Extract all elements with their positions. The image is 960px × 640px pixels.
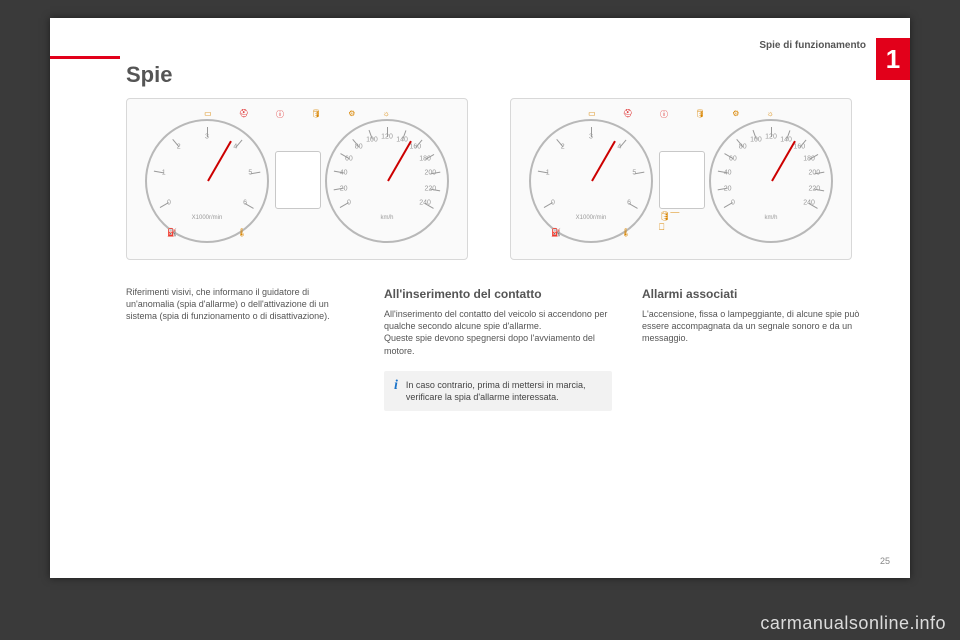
speedo-unit-label: km/h bbox=[380, 215, 393, 221]
chapter-number-badge: 1 bbox=[876, 38, 910, 80]
section-header: Spie di funzionamento bbox=[759, 40, 866, 51]
temp-warning-icon: 🌡 bbox=[621, 228, 631, 237]
col3-body: L'accensione, fissa o lampeggiante, di a… bbox=[642, 308, 870, 344]
oil-icon: 🛢 bbox=[695, 109, 705, 120]
col2-heading: All'inserimento del contatto bbox=[384, 286, 612, 302]
engine-icon: ⚙ bbox=[732, 109, 739, 120]
page-number: 25 bbox=[880, 556, 890, 566]
seatbelt-icon: ⛑ bbox=[623, 109, 633, 120]
gauge-cluster-diagram-left: ▭ ⛑ ⓘ 🛢 ⚙ ☼ 0123456 X1000r/min ⛽ 🌡 02040… bbox=[126, 98, 468, 260]
col2-body: All'inserimento del contatto del veicolo… bbox=[384, 308, 612, 357]
speedo-ticks: 020406080100120140160180200220240 bbox=[711, 121, 831, 241]
column-3: Allarmi associati L'accensione, fissa o … bbox=[642, 286, 870, 411]
parking-icon: ⓘ bbox=[276, 109, 284, 120]
info-text: In caso contrario, prima di mettersi in … bbox=[406, 379, 602, 403]
seatbelt-icon: ⛑ bbox=[239, 109, 249, 120]
speedometer-dial: 020406080100120140160180200220240 km/h bbox=[325, 119, 449, 243]
oil-level-icon: 🛢⎺ bbox=[659, 211, 679, 222]
speedometer-dial: 020406080100120140160180200220240 km/h bbox=[709, 119, 833, 243]
speedo-unit-label: km/h bbox=[764, 215, 777, 221]
fuel-warning-icon: ⛽ bbox=[167, 228, 177, 237]
tach-ticks: 0123456 bbox=[147, 121, 267, 241]
column-2: All'inserimento del contatto All'inserim… bbox=[384, 286, 612, 411]
speedo-ticks: 020406080100120140160180200220240 bbox=[327, 121, 447, 241]
watermark: carmanualsonline.info bbox=[760, 613, 946, 634]
page-title: Spie bbox=[126, 62, 172, 88]
tachometer-dial: 0123456 X1000r/min ⛽ 🌡 bbox=[145, 119, 269, 243]
manual-page: Spie di funzionamento 1 Spie ▭ ⛑ ⓘ 🛢 ⚙ ☼… bbox=[50, 18, 910, 578]
accent-bar bbox=[50, 56, 120, 59]
coolant-level-icon: ⎕ bbox=[659, 222, 679, 233]
center-warn-icons: 🛢⎺ ⎕ bbox=[659, 211, 679, 233]
tach-unit-label: X1000r/min bbox=[192, 215, 223, 221]
text-columns: Riferimenti visivi, che informano il gui… bbox=[126, 286, 870, 411]
oil-icon: 🛢 bbox=[311, 109, 321, 120]
gauge-cluster-diagram-right: ▭ ⛑ ⓘ 🛢 ⚙ ☼ 0123456 X1000r/min ⛽ 🌡 🛢⎺ ⎕ … bbox=[510, 98, 852, 260]
info-icon: i bbox=[394, 379, 398, 393]
col1-body: Riferimenti visivi, che informano il gui… bbox=[126, 286, 354, 322]
parking-icon: ⓘ bbox=[660, 109, 668, 120]
engine-icon: ⚙ bbox=[348, 109, 355, 120]
info-callout: i In caso contrario, prima di mettersi i… bbox=[384, 371, 612, 411]
tach-ticks: 0123456 bbox=[531, 121, 651, 241]
col3-heading: Allarmi associati bbox=[642, 286, 870, 302]
temp-warning-icon: 🌡 bbox=[237, 228, 247, 237]
tachometer-dial: 0123456 X1000r/min ⛽ 🌡 bbox=[529, 119, 653, 243]
fuel-warning-icon: ⛽ bbox=[551, 228, 561, 237]
center-display bbox=[275, 151, 321, 209]
center-display bbox=[659, 151, 705, 209]
column-1: Riferimenti visivi, che informano il gui… bbox=[126, 286, 354, 411]
tach-unit-label: X1000r/min bbox=[576, 215, 607, 221]
